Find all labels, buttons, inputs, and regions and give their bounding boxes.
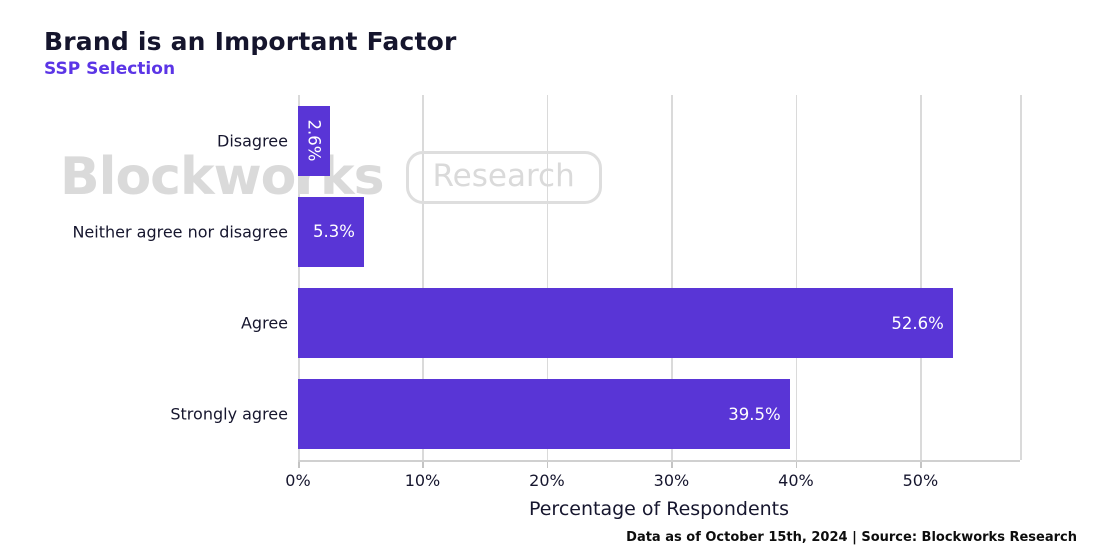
bar: 39.5% [298, 379, 790, 450]
bar-value-label: 2.6% [304, 119, 324, 162]
category-label: Neither agree nor disagree [72, 222, 288, 242]
bar-value-label: 5.3% [313, 222, 355, 242]
bar-value-label: 39.5% [728, 404, 781, 424]
x-axis-tick [298, 462, 300, 468]
x-axis-tick [546, 462, 549, 468]
category-label: Strongly agree [170, 404, 288, 424]
gridline [920, 95, 922, 460]
bar-row: Disagree 2.6% [217, 95, 1020, 186]
gridline [795, 95, 798, 460]
bar-value-label: 52.6% [891, 313, 944, 333]
plot-right-border [1020, 95, 1022, 460]
x-axis-label: Percentage of Respondents [528, 498, 790, 520]
bar: 52.6% [298, 288, 953, 359]
x-tick-label: 10% [404, 471, 441, 490]
gridline [298, 95, 300, 460]
x-tick-label: 40% [778, 471, 814, 490]
category-label: Agree [240, 313, 288, 333]
x-tick-label: 20% [529, 471, 565, 490]
plot-area: 0% 10% 20% 30% 40% 50% Disagree 2.6% Neither ag… [72, 95, 1022, 520]
bar-row: Agree 52.6% [241, 278, 1020, 369]
x-axis-tick [795, 462, 798, 468]
source-note: Data as of October 15th, 2024 | Source: … [626, 530, 1077, 545]
gridline [546, 95, 549, 460]
gridline [671, 95, 673, 460]
category-label: Disagree [217, 131, 288, 151]
bar: 2.6% [298, 105, 331, 176]
chart-subtitle: SSP Selection [44, 59, 176, 79]
x-axis-tick [671, 462, 673, 468]
x-tick-label: 50% [902, 471, 939, 490]
bar-row: Neither agree nor disagree 5.3% [72, 186, 1020, 277]
gridline [422, 95, 424, 460]
x-tick-label: 0% [285, 471, 311, 490]
chart-title: Brand is an Important Factor [44, 27, 457, 56]
x-axis-tick [422, 462, 424, 468]
bar: 5.3% [298, 196, 364, 267]
x-tick-label: 30% [653, 471, 690, 490]
bar-row: Strongly agree 39.5% [170, 369, 1020, 460]
x-axis-tick [920, 462, 922, 468]
